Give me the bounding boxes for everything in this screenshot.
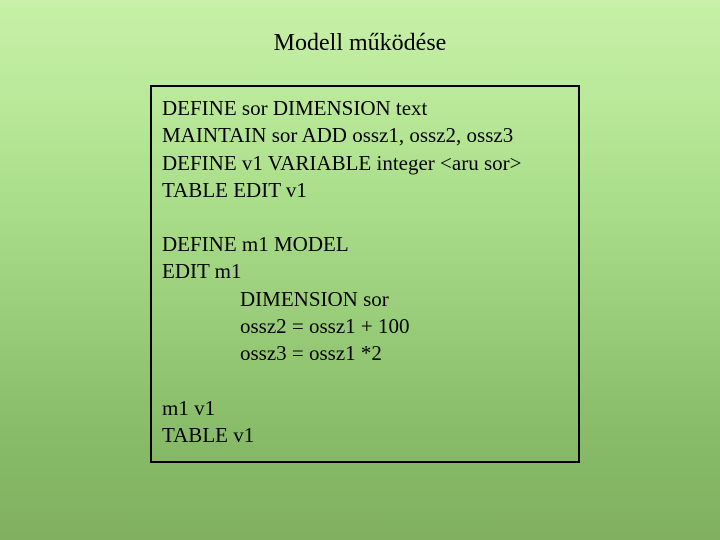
slide-title: Modell működése	[0, 30, 720, 57]
code-line-10: m1 v1	[162, 395, 568, 422]
code-line-4: TABLE EDIT v1	[162, 177, 568, 204]
code-line-7: DIMENSION sor	[162, 286, 568, 313]
code-line-6: EDIT m1	[162, 258, 568, 285]
blank-line-2	[162, 368, 568, 395]
code-line-8: ossz2 = ossz1 + 100	[162, 313, 568, 340]
code-line-11: TABLE v1	[162, 422, 568, 449]
code-line-1: DEFINE sor DIMENSION text	[162, 95, 568, 122]
code-line-2: MAINTAIN sor ADD ossz1, ossz2, ossz3	[162, 122, 568, 149]
code-line-5: DEFINE m1 MODEL	[162, 231, 568, 258]
blank-line-1	[162, 204, 568, 231]
code-line-3: DEFINE v1 VARIABLE integer <aru sor>	[162, 150, 568, 177]
code-box: DEFINE sor DIMENSION text MAINTAIN sor A…	[150, 85, 580, 463]
code-line-9: ossz3 = ossz1 *2	[162, 340, 568, 367]
